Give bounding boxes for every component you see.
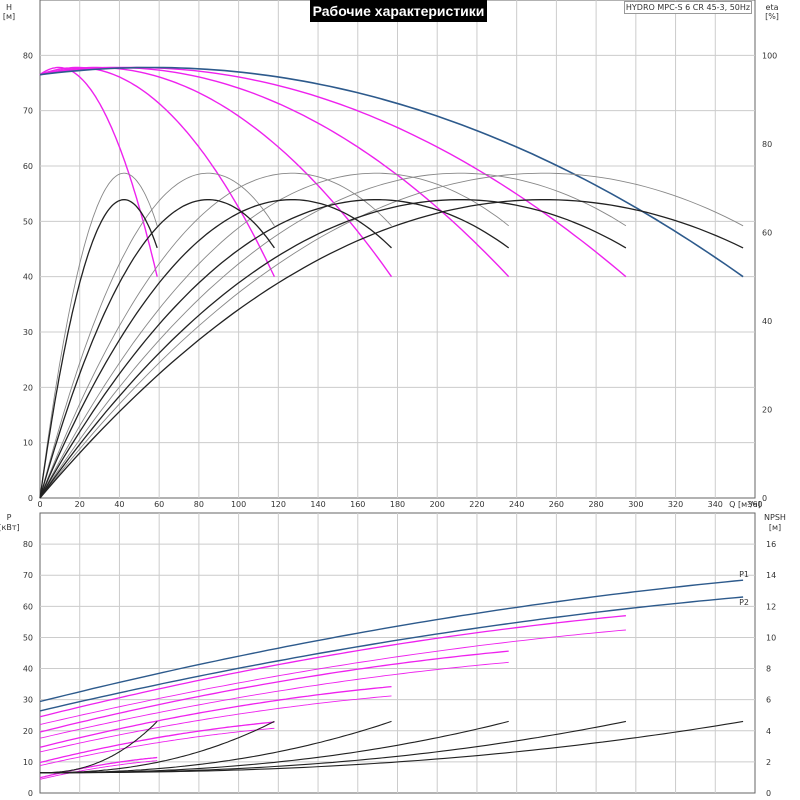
h-tick-label: 20	[23, 383, 33, 392]
h-tick-label: 80	[23, 51, 33, 60]
efficiency-curve-6	[39, 199, 744, 499]
x-tick-label: 180	[390, 500, 405, 509]
h-tick-label: 50	[23, 217, 33, 226]
p-axis-label: P	[7, 513, 12, 522]
efficiency-p2-curve-5	[39, 172, 627, 499]
power-p2-curve-2	[39, 727, 275, 767]
eta-tick-label: 80	[762, 140, 772, 149]
eta-tick-label: 40	[762, 317, 772, 326]
head-curve-1	[39, 66, 158, 277]
efficiency-curve-1	[39, 199, 158, 499]
h-tick-label: 10	[23, 439, 33, 448]
power-p1-curve-2	[39, 721, 275, 764]
head-curve-3	[39, 66, 393, 278]
x-tick-label: 360	[747, 500, 762, 509]
x-tick-label: 340	[708, 500, 723, 509]
npsh-curve-6	[40, 720, 744, 774]
power-p2-curve-5	[39, 629, 626, 726]
x-tick-label: 160	[350, 500, 365, 509]
npsh-tick-label: 2	[766, 758, 771, 767]
npsh-tick-label: 4	[766, 727, 771, 736]
npsh-curve-1	[40, 721, 158, 774]
p-tick-label: 20	[23, 727, 33, 736]
npsh-tick-label: 16	[766, 540, 776, 549]
x-tick-label: 120	[271, 500, 286, 509]
x-tick-label: 20	[75, 500, 85, 509]
p-tick-label: 70	[23, 571, 33, 580]
efficiency-p2-curve-3	[39, 172, 392, 499]
power-p2-curve-3	[39, 695, 392, 753]
x-tick-label: 320	[668, 500, 683, 509]
model-label: HYDRO MPC-S 6 CR 45-3, 50Hz	[624, 1, 752, 14]
efficiency-p2-curve-4	[39, 172, 509, 499]
npsh-tick-label: 8	[766, 665, 771, 674]
eta-tick-label: 100	[762, 51, 777, 60]
npsh-tick-label: 6	[766, 696, 771, 705]
npsh-curve-5	[40, 720, 627, 774]
eta-tick-label: 0	[762, 494, 767, 503]
power-p1-curve-6	[39, 579, 744, 703]
p1-label: P1	[739, 570, 749, 579]
power-p1-curve-3	[39, 685, 392, 748]
p-tick-label: 30	[23, 696, 33, 705]
p-tick-label: 50	[23, 633, 33, 642]
h-axis-unit: [м]	[3, 12, 15, 21]
efficiency-curve-3	[39, 199, 392, 499]
npsh-tick-label: 0	[766, 789, 771, 798]
x-tick-label: 60	[154, 500, 164, 509]
head-curve-4	[39, 66, 510, 278]
p-tick-label: 40	[23, 665, 33, 674]
h-tick-label: 70	[23, 107, 33, 116]
eta-tick-label: 20	[762, 405, 772, 414]
p-tick-label: 0	[28, 789, 33, 798]
efficiency-p2-curve-1	[39, 172, 158, 499]
p-tick-label: 10	[23, 758, 33, 767]
efficiency-p2-curve-2	[39, 172, 275, 499]
power-p2-curve-1	[39, 760, 158, 780]
x-tick-label: 0	[37, 500, 42, 509]
p-tick-label: 60	[23, 602, 33, 611]
x-tick-label: 260	[549, 500, 564, 509]
head-curve-6	[39, 66, 744, 278]
npsh-tick-label: 12	[766, 602, 776, 611]
npsh-axis-label: NPSH	[764, 513, 786, 522]
x-tick-label: 80	[194, 500, 204, 509]
x-tick-label: 140	[310, 500, 325, 509]
chart-title: Рабочие характеристики	[310, 0, 487, 22]
x-tick-label: 300	[628, 500, 643, 509]
head-curve-2	[39, 66, 276, 278]
h-tick-label: 30	[23, 328, 33, 337]
eta-tick-label: 60	[762, 228, 772, 237]
h-tick-label: 0	[28, 494, 33, 503]
power-p2-curve-4	[39, 661, 509, 739]
npsh-tick-label: 14	[766, 571, 776, 580]
efficiency-curve-5	[39, 199, 627, 499]
npsh-axis-unit: [м]	[769, 523, 781, 532]
x-tick-label: 200	[430, 500, 445, 509]
p2-label: P2	[739, 598, 749, 607]
x-tick-label: 280	[588, 500, 603, 509]
npsh-tick-label: 10	[766, 633, 776, 642]
x-tick-label: 40	[114, 500, 124, 509]
power-p1-curve-5	[39, 615, 626, 718]
eta-axis-unit: [%]	[765, 12, 779, 21]
x-axis-label: Q [м³/ч]	[729, 500, 761, 509]
h-axis-label: H	[6, 3, 12, 12]
power-p1-curve-4	[39, 650, 509, 733]
efficiency-curve-2	[39, 199, 275, 499]
eta-axis-label: eta	[766, 3, 779, 12]
x-tick-label: 100	[231, 500, 246, 509]
h-tick-label: 60	[23, 162, 33, 171]
x-tick-label: 220	[469, 500, 484, 509]
efficiency-curve-4	[39, 199, 510, 499]
efficiency-p2-curve-6	[39, 172, 744, 499]
p-axis-unit: [кВт]	[0, 523, 20, 532]
power-p2-curve-6	[39, 596, 744, 712]
h-tick-label: 40	[23, 273, 33, 282]
p-tick-label: 80	[23, 540, 33, 549]
x-tick-label: 240	[509, 500, 524, 509]
